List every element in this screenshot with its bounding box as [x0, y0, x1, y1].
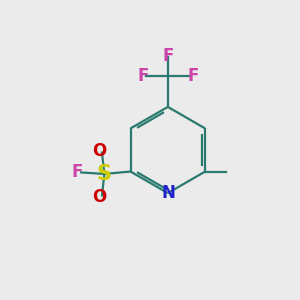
Text: O: O: [92, 188, 106, 206]
Text: F: F: [162, 47, 173, 65]
Text: F: F: [137, 67, 148, 85]
Text: N: N: [161, 184, 176, 202]
Text: F: F: [187, 67, 199, 85]
Text: S: S: [97, 164, 112, 184]
Text: F: F: [72, 164, 83, 181]
Text: O: O: [92, 142, 106, 160]
